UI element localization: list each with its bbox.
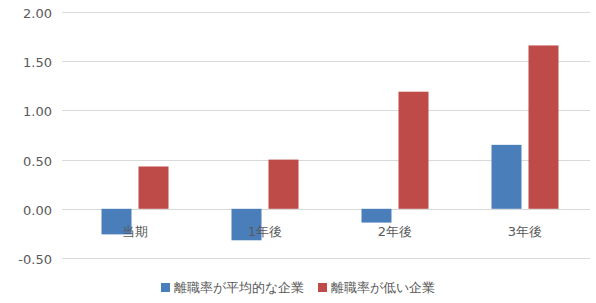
legend: 離職率が平均的な企業 離職率が低い企業 [161,280,435,295]
x-tick-label: 3年後 [508,224,542,239]
bars [102,45,559,240]
grid-line [62,209,590,210]
y-tick-label: 0.00 [23,203,52,218]
bar [399,92,429,209]
x-tick-label: 当期 [122,224,148,239]
legend-label: 離職率が低い企業 [331,280,435,295]
bar [269,160,299,209]
bar [529,45,559,208]
y-tick-label: -0.50 [18,252,52,267]
grid-line [62,258,590,259]
legend-label: 離職率が平均的な企業 [174,280,304,295]
grid-line [62,12,590,13]
chart: -0.50 0.00 0.50 1.00 1.50 2.00 当期 1年後 2年後 3年後離職率が… [0,0,596,303]
legend-swatch [318,283,327,292]
x-tick-label: 2年後 [378,224,412,239]
grid-line [62,110,590,111]
grid [62,13,590,259]
y-tick-label: 0.50 [23,154,52,169]
y-tick-label: 2.00 [23,6,52,21]
bar [362,209,392,223]
legend-swatch [161,283,170,292]
y-tick-label: 1.00 [23,104,52,119]
grid-line [62,61,590,62]
bar [139,166,169,208]
bar [492,145,522,209]
y-tick-label: 1.50 [23,55,52,70]
x-tick-label: 1年後 [248,224,282,239]
